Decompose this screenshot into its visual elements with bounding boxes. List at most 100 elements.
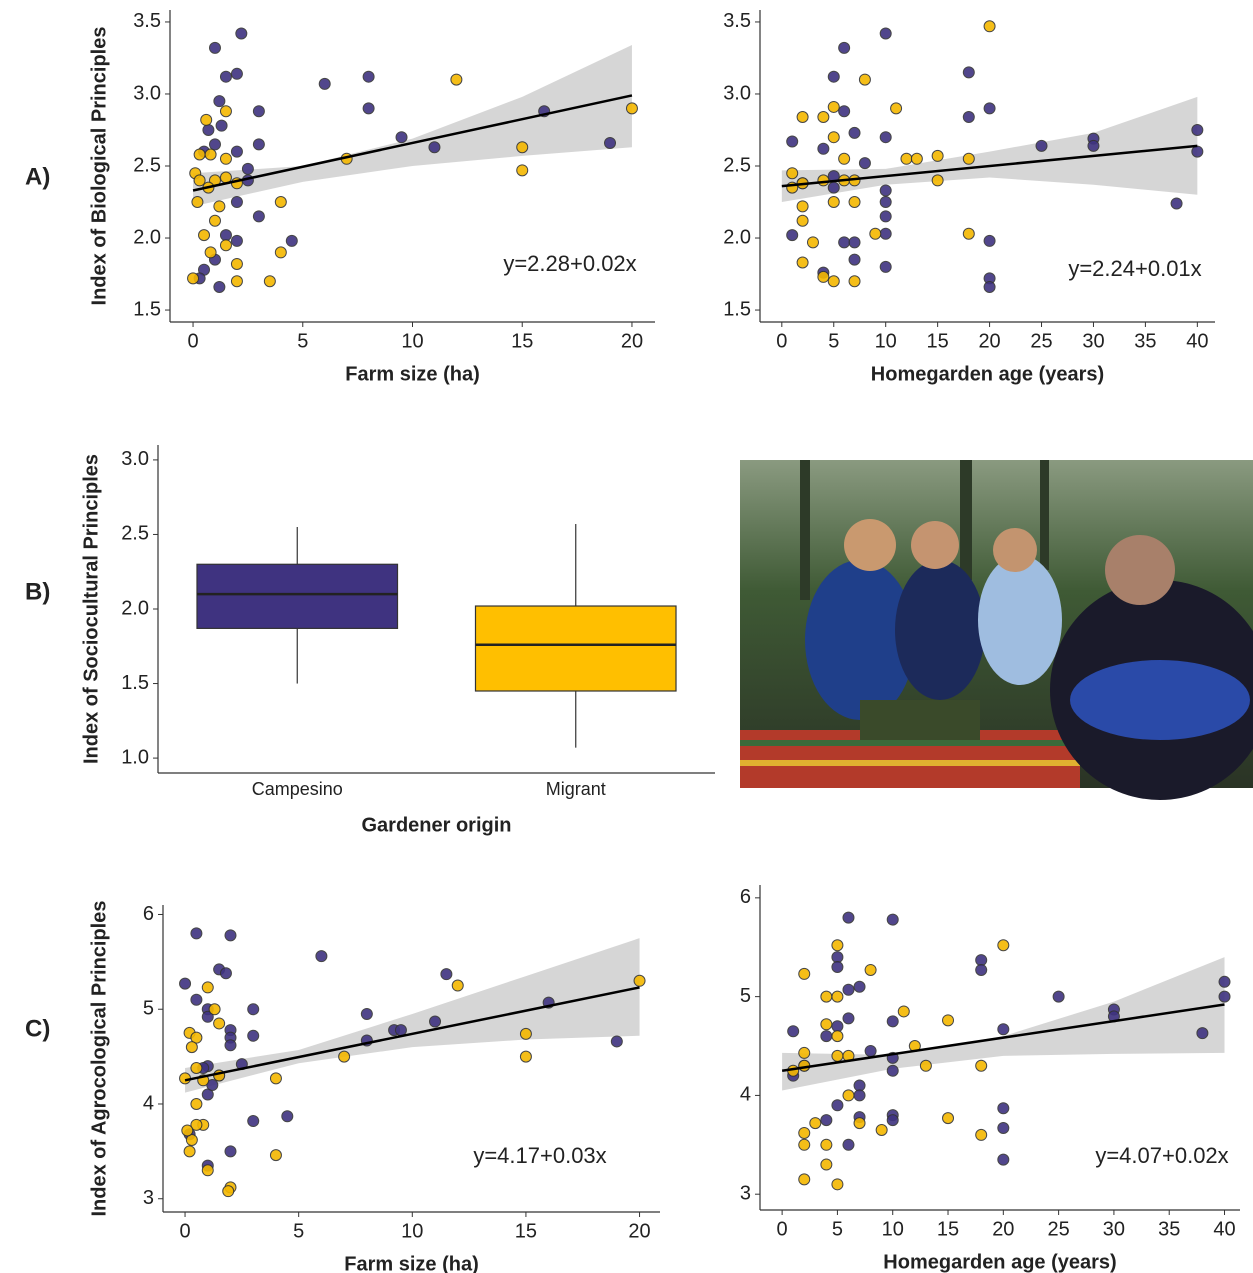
point [201,1010,214,1023]
point [185,1133,198,1146]
point [798,967,811,980]
point [224,1145,237,1158]
point [879,260,892,273]
y-tick-label: 4 [740,1084,751,1106]
point [942,1014,955,1027]
y-tick-label: 3 [740,1182,751,1204]
annotation: y=2.24+0.01x [1068,256,1201,281]
x-tick-label: 0 [179,1220,190,1242]
point [798,1138,811,1151]
x-tick-label: 5 [297,330,308,352]
point [875,1123,888,1136]
point [962,111,975,124]
point [285,234,298,247]
point [975,1128,988,1141]
point [997,1122,1010,1135]
point [395,131,408,144]
point [879,184,892,197]
point [827,131,840,144]
point [230,257,243,270]
point [281,1110,294,1123]
point [786,167,799,180]
point [191,196,204,209]
point [879,210,892,223]
point [848,196,861,209]
x-tick-label: 20 [978,330,1000,352]
point [886,1114,899,1127]
point [919,1059,932,1072]
point [900,152,913,165]
point [798,1046,811,1059]
point [193,174,206,187]
point [838,41,851,54]
point [219,152,232,165]
point [962,227,975,240]
point [222,1185,235,1198]
point [864,963,877,976]
point [831,1178,844,1191]
point [838,105,851,118]
point [820,1138,833,1151]
point [1170,197,1183,210]
y-tick-label: 1.5 [723,298,751,320]
annotation: y=4.07+0.02x [1095,1143,1228,1168]
box [474,605,677,692]
point [910,152,923,165]
point [360,1007,373,1020]
point [796,111,809,124]
x-tick-label: 5 [828,330,839,352]
point [201,1088,214,1101]
point [848,126,861,139]
x-tick-label: 15 [927,330,949,352]
photo [740,460,1253,800]
annotation: y=4.17+0.03x [473,1143,606,1168]
y-tick-label: 2.5 [723,154,751,176]
point [831,960,844,973]
point [440,968,453,981]
point [848,275,861,288]
point [179,977,192,990]
point [204,148,217,161]
x-tick-label: 5 [832,1218,843,1240]
point [1218,990,1231,1003]
point [1191,145,1204,158]
x-tick-label: 5 [293,1220,304,1242]
point [208,41,221,54]
x-tick-label: 40 [1213,1218,1235,1240]
point [831,939,844,952]
y-tick-label: 3.5 [723,10,751,32]
point [201,1164,214,1177]
point [942,1112,955,1125]
x-axis-title: Farm size (ha) [345,363,479,385]
point [975,963,988,976]
x-tick-label: 10 [401,330,423,352]
point [842,1089,855,1102]
point [190,993,203,1006]
point [962,66,975,79]
point [820,1018,833,1031]
point [1035,139,1048,152]
point [230,234,243,247]
point [853,980,866,993]
point [1087,139,1100,152]
point [252,105,265,118]
point [183,1145,196,1158]
point [827,100,840,113]
y-tick-label: 2.0 [121,597,149,619]
annotation: y=2.28+0.02x [503,251,636,276]
point [827,196,840,209]
x-tick-label: 20 [992,1218,1014,1240]
x-tick-label: 10 [401,1220,423,1242]
point [190,1061,203,1074]
x-axis-title: Homegarden age (years) [883,1251,1116,1273]
point [983,20,996,33]
point [181,1124,194,1137]
y-tick-label: 4 [143,1092,154,1114]
point [230,67,243,80]
point [842,1012,855,1025]
point [890,102,903,115]
point [997,1102,1010,1115]
x-tick-label: Migrant [546,779,606,799]
x-tick-label: 20 [628,1220,650,1242]
